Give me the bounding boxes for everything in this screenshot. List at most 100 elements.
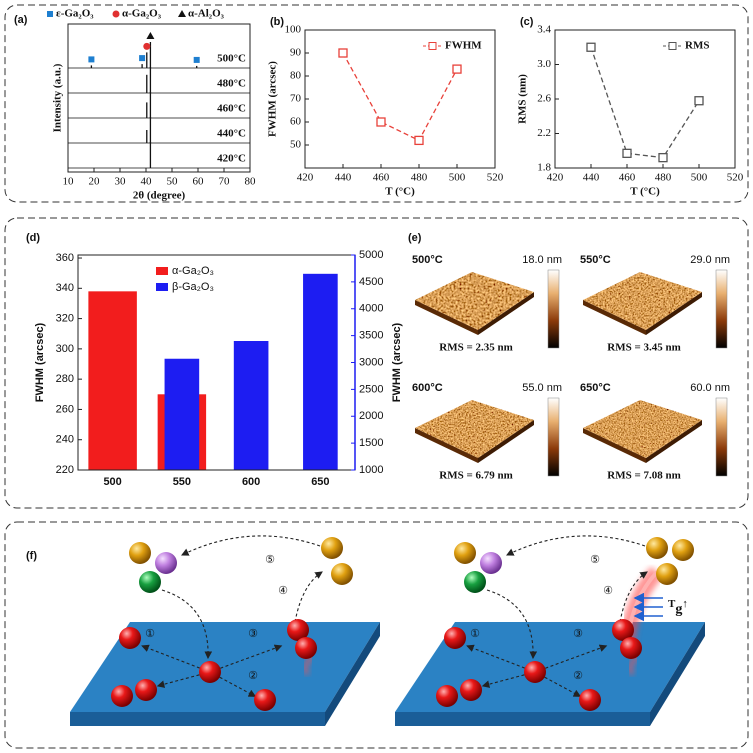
arrow	[619, 571, 648, 623]
series-line	[342, 52, 458, 142]
x-tick-label: 10	[63, 176, 75, 188]
x-tick-label: 600	[242, 476, 260, 488]
phase-marker	[47, 11, 53, 17]
afm-surface	[415, 272, 534, 330]
color-bar	[715, 397, 728, 477]
y-axis-label: FWHM (arcsec)	[267, 61, 279, 137]
y2-tick-label: 1500	[359, 437, 383, 449]
substrate-side	[650, 622, 705, 726]
arrow	[181, 535, 321, 556]
surface-edge	[583, 300, 646, 335]
panel-label: (c)	[520, 16, 534, 28]
atom	[321, 537, 343, 559]
tg-label: Tg↑	[668, 598, 688, 618]
atom	[464, 571, 486, 593]
step-number: ③	[573, 628, 583, 640]
afm-rms: RMS = 2.35 nm	[439, 342, 513, 354]
panel-frame	[4, 4, 749, 203]
y2-tick-label: 5000	[359, 249, 383, 261]
atom	[460, 679, 482, 701]
x-tick-label: 440	[583, 172, 600, 184]
legend-marker	[668, 42, 677, 50]
atom	[480, 552, 502, 574]
atom	[139, 571, 161, 593]
atom	[436, 685, 458, 707]
x-tick-label: 80	[245, 176, 257, 188]
trace-label: 440°C	[217, 128, 246, 140]
afm-scale: 55.0 nm	[522, 382, 562, 394]
x-tick-label: 50	[167, 176, 179, 188]
step-number: ③	[248, 628, 258, 640]
point	[414, 135, 424, 146]
atom	[646, 537, 668, 559]
panel-label: (d)	[26, 232, 40, 244]
y-tick-label: 340	[56, 282, 74, 294]
substrate-front	[395, 712, 650, 726]
y-tick-label: 3.0	[537, 58, 551, 70]
atom	[612, 619, 634, 641]
atom	[135, 679, 157, 701]
trace-label: 480°C	[217, 78, 246, 90]
y2-tick-label: 4000	[359, 303, 383, 315]
tg-sub: g	[675, 602, 682, 617]
phase-marker	[146, 32, 155, 39]
y-tick-label: 320	[56, 312, 74, 324]
afm-scale: 18.0 nm	[522, 254, 562, 266]
afm-texture	[583, 400, 702, 458]
point	[658, 152, 668, 163]
x-tick-label: 550	[173, 476, 191, 488]
atom	[579, 689, 601, 711]
point	[694, 96, 704, 106]
afm-scale: 29.0 nm	[690, 254, 730, 266]
surface-edge	[478, 292, 534, 335]
y-tick-label: 80	[290, 70, 302, 82]
step-number: ①	[470, 628, 480, 640]
legend-label: α-Al₂O₃	[188, 8, 225, 20]
y-tick-label: 2.6	[537, 93, 551, 105]
atom	[444, 627, 466, 649]
x-tick-label: 520	[727, 172, 744, 184]
atom	[129, 542, 151, 564]
x-tick-label: 460	[619, 172, 636, 184]
bar	[233, 341, 269, 470]
atom	[672, 539, 694, 561]
y-tick-label: 3.4	[537, 24, 551, 36]
arrow	[156, 671, 211, 688]
x-tick-label: 60	[193, 176, 205, 188]
surface-edge	[478, 420, 534, 463]
step-number: ②	[573, 670, 583, 682]
legend-label: ε-Ga₂O₃	[56, 8, 94, 20]
legend-label: α-Ga₂O₃	[122, 8, 162, 20]
x-axis-label: 2θ (degree)	[133, 190, 186, 202]
x-tick-label: 40	[141, 176, 153, 188]
phase-marker	[139, 55, 146, 62]
afm-surface	[583, 400, 702, 458]
bar	[88, 291, 137, 470]
step-number: ④	[603, 585, 613, 597]
y-tick-label: 60	[290, 116, 302, 128]
color-bar	[547, 269, 560, 349]
y2-tick-label: 4500	[359, 276, 383, 288]
bar	[164, 358, 200, 470]
arrow	[209, 644, 283, 673]
x-tick-label: 20	[89, 176, 101, 188]
y-tick-label: 300	[56, 343, 74, 355]
y-tick-label: 1.8	[537, 162, 551, 174]
trace-label: 420°C	[217, 153, 246, 165]
step-number: ②	[248, 670, 258, 682]
panel-label: (e)	[408, 232, 422, 244]
panel-frame	[4, 217, 749, 509]
surface-edge	[415, 300, 478, 335]
y2-tick-label: 3000	[359, 356, 383, 368]
legend-label: α-Ga₂O₃	[172, 265, 214, 277]
color-bar	[547, 397, 560, 477]
y2-tick-label: 3500	[359, 330, 383, 342]
trace-label: 460°C	[217, 103, 246, 115]
afm-temp: 550°C	[580, 254, 611, 266]
arrow	[506, 535, 646, 556]
afm-texture	[583, 272, 702, 330]
substrate-side	[325, 622, 380, 726]
arrow	[141, 644, 211, 673]
step-number: ⑤	[590, 554, 600, 566]
arrow	[534, 644, 608, 673]
